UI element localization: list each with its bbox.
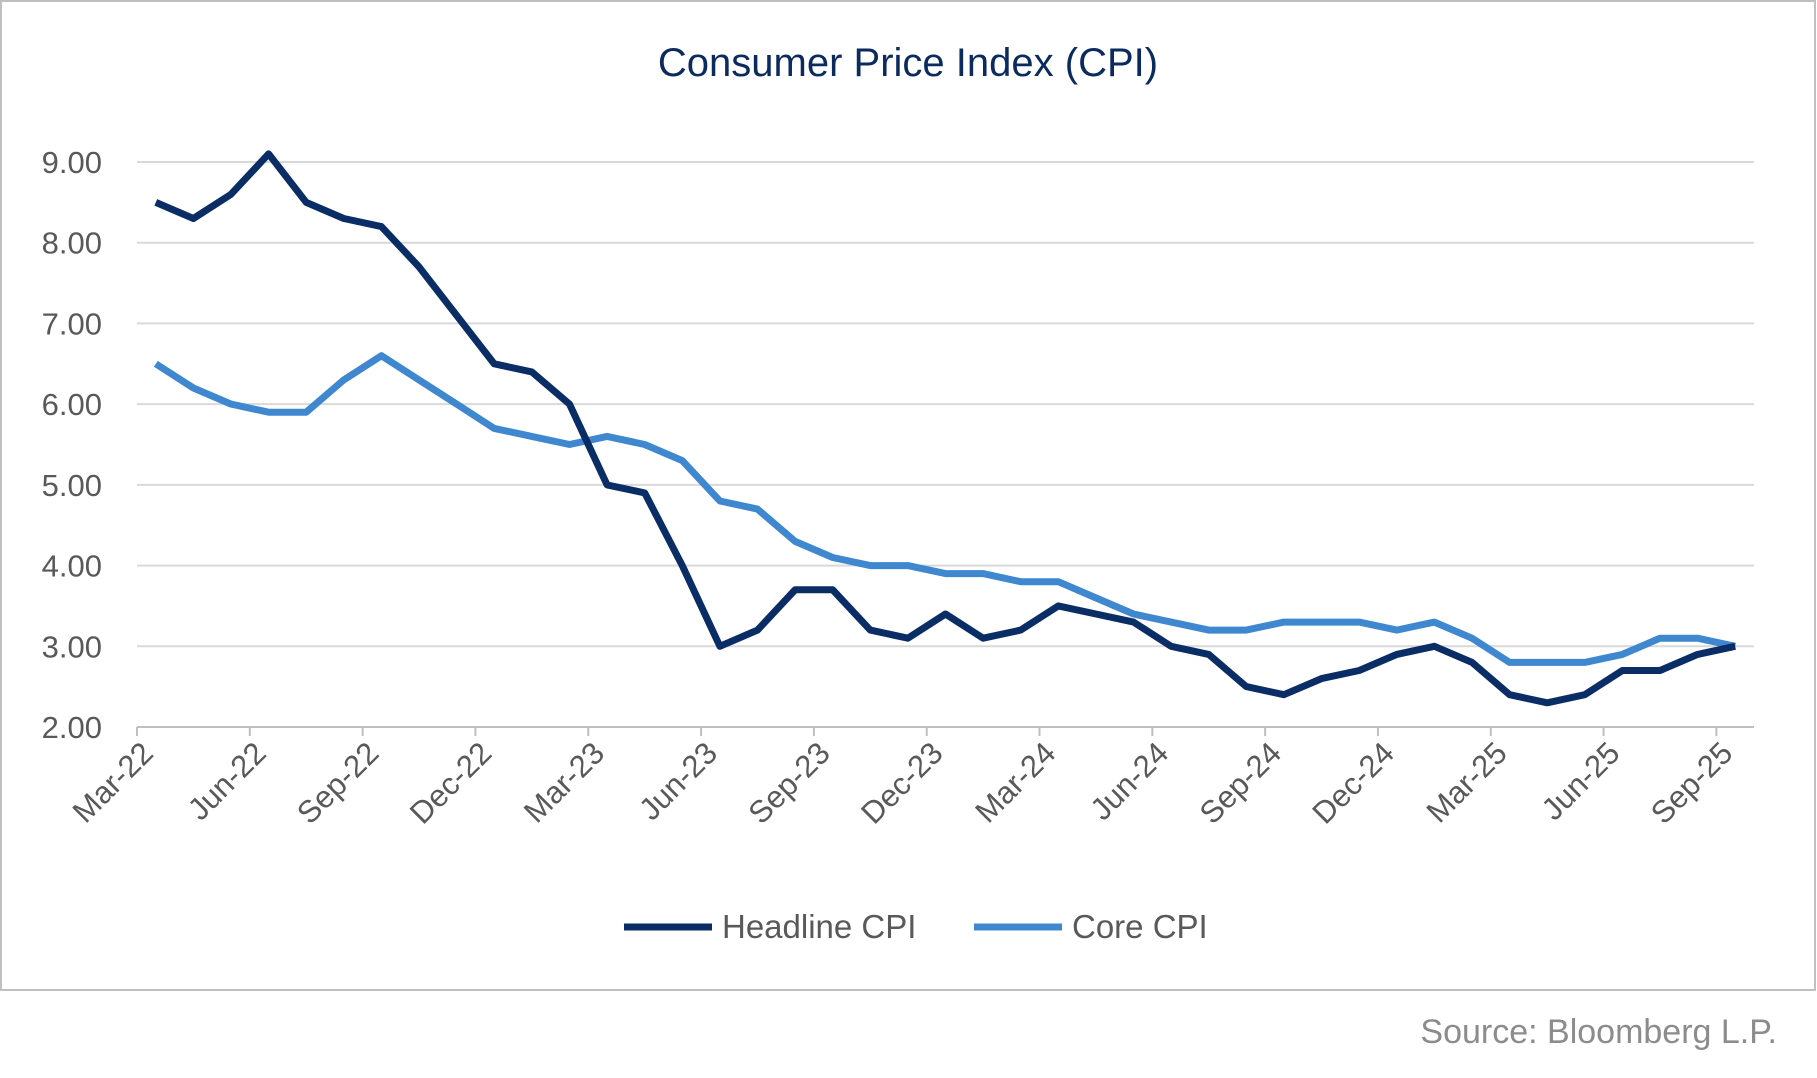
y-tick-label: 9.00 bbox=[42, 145, 102, 180]
legend-label-core: Core CPI bbox=[1072, 908, 1208, 945]
chart-title: Consumer Price Index (CPI) bbox=[658, 41, 1158, 85]
series-line-headline-cpi bbox=[154, 150, 1736, 707]
legend-label-headline: Headline CPI bbox=[722, 908, 916, 945]
y-tick-label: 4.00 bbox=[42, 549, 102, 584]
series-line-core-cpi bbox=[153, 352, 1736, 666]
legend: Headline CPI Core CPI bbox=[624, 908, 1208, 945]
y-tick-label: 7.00 bbox=[42, 306, 102, 341]
y-tick-label: 8.00 bbox=[42, 226, 102, 261]
y-tick-label: 3.00 bbox=[42, 629, 102, 664]
chart-frame bbox=[0, 0, 1816, 991]
y-tick-label: 6.00 bbox=[42, 387, 102, 422]
source-note: Source: Bloomberg L.P. bbox=[1420, 1013, 1777, 1051]
y-tick-label: 2.00 bbox=[42, 710, 102, 745]
y-tick-label: 5.00 bbox=[42, 468, 102, 503]
